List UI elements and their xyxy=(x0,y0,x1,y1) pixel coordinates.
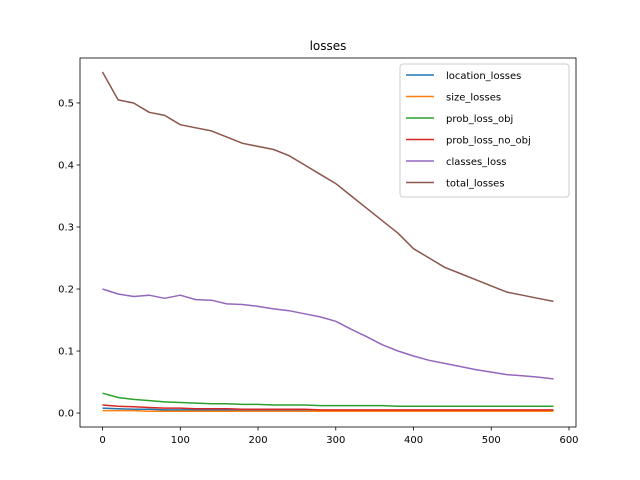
legend-label: prob_loss_no_obj xyxy=(446,136,531,147)
series-line-size-losses xyxy=(102,409,554,412)
x-tick-label: 600 xyxy=(559,435,578,446)
plot-frame xyxy=(79,57,577,428)
y-tick-label: 0.5 xyxy=(58,98,74,109)
series-line-prob-loss-no-obj xyxy=(102,404,554,411)
legend-label: size_losses xyxy=(446,93,501,104)
axis-layer: 0 100 200 300 400 500 600 0.0 0.1 0.2 0.3 0.4 0.5 xyxy=(58,98,578,446)
series-line-total-losses xyxy=(101,71,554,303)
y-tick-label: 0.2 xyxy=(58,285,74,296)
x-tick-label: 0 xyxy=(99,435,105,446)
series-line-classes-loss xyxy=(102,288,554,380)
x-tick-label: 200 xyxy=(248,435,267,446)
legend-label: total_losses xyxy=(446,179,505,190)
x-tick-label: 500 xyxy=(482,435,501,446)
y-tick-label: 0.0 xyxy=(58,409,74,420)
legend: location_losses size_losses prob_loss_objp… xyxy=(399,63,570,198)
series-line-prob-loss-obj xyxy=(102,392,554,407)
x-tick-label: 300 xyxy=(326,435,345,446)
x-tick-label: 400 xyxy=(404,435,423,446)
chart-title: losses xyxy=(310,39,347,53)
x-tick-label: 100 xyxy=(171,435,190,446)
series-layer xyxy=(101,71,554,412)
legend-label: location_losses xyxy=(446,71,521,82)
y-tick-label: 0.4 xyxy=(58,160,74,171)
y-tick-label: 0.1 xyxy=(58,347,74,358)
y-tick-label: 0.3 xyxy=(58,222,74,233)
legend-label: classes_loss xyxy=(446,157,507,168)
legend-box xyxy=(399,63,570,198)
legend-label: prob_loss_obj xyxy=(446,114,513,125)
